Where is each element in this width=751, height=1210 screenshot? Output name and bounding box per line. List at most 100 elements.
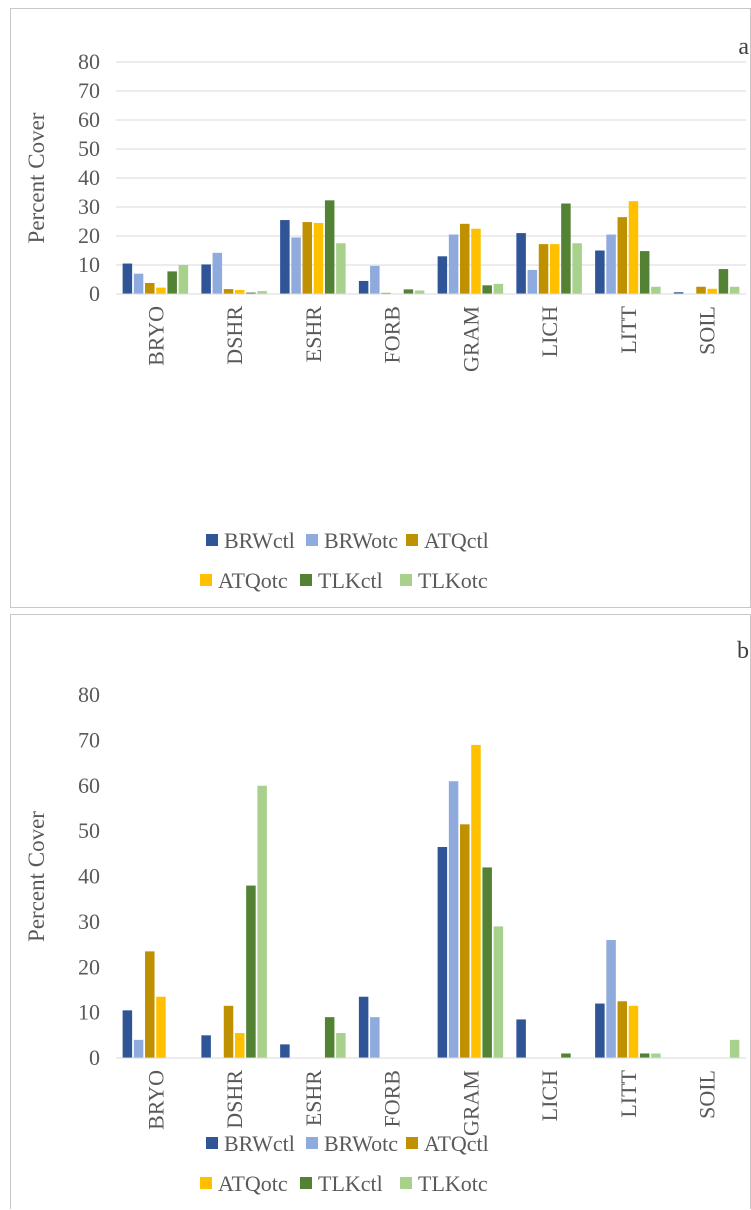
- category-label: SOIL: [695, 1070, 720, 1119]
- bar-atqotc-litt: [628, 201, 639, 294]
- y-tick-label: 20: [78, 223, 100, 248]
- category-label: FORB: [380, 306, 405, 363]
- category-label: GRAM: [458, 306, 483, 372]
- bar-atqctl-dshr: [223, 289, 234, 294]
- category-label: DSHR: [222, 306, 247, 365]
- legend-label-brwotc: BRWotc: [324, 1131, 398, 1156]
- bar-chart-b: b 0 10 20 30 40 50 60 70 80 Percent Cover BRYO DSHR E…: [24, 638, 749, 1196]
- bar-atqctl-litt: [617, 217, 628, 294]
- y-tick-label: 80: [78, 49, 100, 74]
- legend-swatch-brwctl: [206, 534, 218, 546]
- bar-tlkctl-eshr: [324, 1017, 335, 1058]
- y-tick-label: 50: [78, 136, 100, 161]
- bar-atqctl-soil: [696, 286, 706, 294]
- chart-panel-b: b 0 10 20 30 40 50 60 70 80 Percent Cover BRYO DSHR E…: [10, 614, 751, 1209]
- y-tick-label: 10: [78, 1000, 100, 1025]
- bar-tlkotc-eshr: [336, 1033, 346, 1058]
- bar-brwotc-litt: [606, 234, 616, 294]
- y-tick-label: 50: [78, 818, 100, 843]
- y-tick-label: 10: [78, 252, 100, 277]
- legend-label-brwctl: BRWctl: [224, 1131, 295, 1156]
- bar-tlkctl-dshr: [246, 885, 256, 1058]
- bar-atqotc-gram: [471, 228, 481, 294]
- y-axis-label: Percent Cover: [24, 112, 49, 243]
- category-label: LITT: [616, 305, 641, 353]
- bar-atqctl-gram: [460, 223, 470, 294]
- y-tick-label: 20: [78, 954, 100, 979]
- legend-swatch-brwctl: [206, 1137, 218, 1149]
- category-label: ESHR: [301, 1070, 326, 1127]
- category-label: BRYO: [143, 1070, 168, 1130]
- bar-tlkctl-lich: [561, 203, 571, 294]
- legend-swatch-atqotc: [200, 574, 212, 586]
- bar-tlkotc-dshr: [257, 785, 267, 1058]
- legend-swatch-brwotc: [306, 1137, 318, 1149]
- chart-panel-a: a 0 10 20 30 40 50 60 70 80 Percent Cover BRYO DSHR E…: [10, 8, 751, 608]
- panel-label: b: [737, 638, 749, 664]
- bar-brwctl-forb: [358, 996, 369, 1058]
- bar-brwctl-litt: [595, 250, 605, 294]
- bar-atqctl-forb: [381, 292, 391, 294]
- legend-swatch-tlkctl: [300, 1177, 312, 1189]
- legend-swatch-brwotc: [306, 534, 318, 546]
- category-label: SOIL: [695, 306, 720, 355]
- y-tick-label: 0: [89, 281, 100, 306]
- bar-tlkotc-litt: [651, 286, 661, 294]
- y-tick-label: 70: [78, 78, 100, 103]
- legend-swatch-tlkctl: [300, 574, 312, 586]
- y-tick-label: 0: [89, 1045, 100, 1070]
- legend-label-atqotc: ATQotc: [218, 568, 288, 593]
- legend-label-brwotc: BRWotc: [324, 528, 398, 553]
- panel-label: a: [738, 34, 749, 60]
- bar-brwotc-bryo: [133, 273, 144, 294]
- legend-swatch-atqotc: [200, 1177, 212, 1189]
- bar-atqctl-bryo: [145, 951, 155, 1058]
- y-tick-label: 30: [78, 194, 100, 219]
- legend-label-atqctl: ATQctl: [424, 1131, 489, 1156]
- bar-atqotc-soil: [707, 288, 717, 294]
- category-label: LICH: [537, 1070, 562, 1121]
- bar-tlkotc-gram: [493, 283, 504, 294]
- bar-atqotc-bryo: [156, 996, 166, 1058]
- bar-atqotc-lich: [549, 244, 560, 294]
- category-label: LICH: [537, 306, 562, 357]
- y-axis-label: Percent Cover: [24, 811, 49, 942]
- bar-brwotc-forb: [370, 265, 380, 294]
- bar-tlkotc-eshr: [336, 243, 346, 294]
- bar-tlkotc-dshr: [257, 291, 267, 294]
- category-label: BRYO: [143, 306, 168, 366]
- bar-brwctl-eshr: [280, 1044, 290, 1058]
- bar-tlkctl-eshr: [324, 200, 335, 294]
- legend-label-atqctl: ATQctl: [424, 528, 489, 553]
- bar-brwctl-dshr: [201, 1035, 211, 1058]
- bar-tlkctl-gram: [482, 867, 492, 1058]
- bar-atqctl-bryo: [145, 282, 155, 294]
- bar-atqotc-gram: [471, 744, 481, 1058]
- legend-label-brwctl: BRWctl: [224, 528, 295, 553]
- bar-brwotc-forb: [370, 1017, 380, 1058]
- bar-brwctl-lich: [516, 1019, 526, 1058]
- legend-label-tlkctl: TLKctl: [318, 568, 383, 593]
- bar-brwctl-lich: [516, 233, 526, 294]
- bar-brwctl-gram: [437, 847, 448, 1058]
- bar-tlkctl-litt: [639, 1053, 650, 1058]
- bar-tlkctl-lich: [561, 1053, 571, 1058]
- y-tick-label: 30: [78, 909, 100, 934]
- y-tick-label: 40: [78, 165, 100, 190]
- bar-tlkotc-forb: [414, 290, 425, 294]
- bar-tlkotc-litt: [651, 1053, 661, 1058]
- legend-swatch-tlkotc: [400, 1177, 412, 1189]
- legend-label-tlkotc: TLKotc: [418, 568, 488, 593]
- bar-tlkotc-soil: [729, 286, 740, 294]
- bar-brwctl-soil: [673, 292, 684, 294]
- bar-brwotc-dshr: [212, 252, 223, 294]
- y-tick-label: 70: [78, 727, 100, 752]
- bar-brwctl-litt: [595, 1003, 605, 1058]
- bar-tlkctl-gram: [482, 285, 492, 294]
- bar-atqotc-dshr: [234, 1033, 245, 1058]
- y-tick-label: 40: [78, 864, 100, 889]
- bar-atqctl-litt: [617, 1001, 628, 1058]
- legend-label-atqotc: ATQotc: [218, 1171, 288, 1196]
- bar-brwotc-eshr: [291, 237, 301, 294]
- bar-chart-a: a 0 10 20 30 40 50 60 70 80 Percent Cover BRYO DSHR E…: [24, 34, 749, 593]
